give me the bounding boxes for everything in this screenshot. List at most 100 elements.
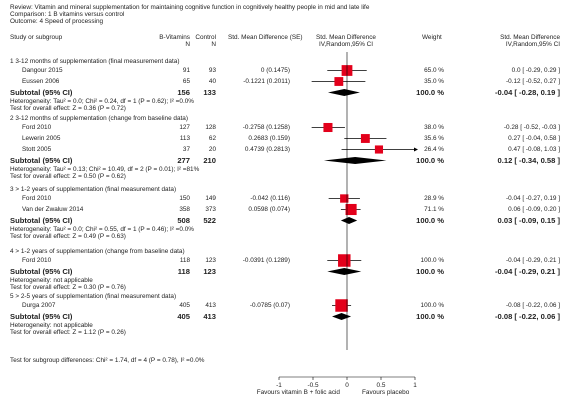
study-ci-text: 0.27 [ -0.04, 0.58 ]: [508, 135, 560, 142]
overall-effect-text: Test for overall effect: Z = 0.30 (P = 0…: [10, 284, 126, 291]
subtotal-n-treatment: 118: [177, 267, 190, 276]
col-plot-head1: Std. Mean Difference: [316, 34, 376, 41]
study-n-treatment: 113: [179, 135, 190, 142]
overall-effect-text: Test for overall effect: Z = 0.50 (P = 0…: [10, 173, 126, 180]
subtotal-label: Subtotal (95% CI): [10, 216, 73, 225]
study-weight: 71.1 %: [424, 206, 444, 213]
study-weight: 28.9 %: [424, 195, 444, 202]
study-square: [340, 194, 349, 203]
comparison-label: Comparison: 1 B vitamins versus control: [10, 11, 125, 18]
study-name: Eussen 2006: [22, 78, 60, 85]
study-smd-se: -0.0785 (0.07): [249, 302, 290, 309]
subtotal-weight: 100.0 %: [416, 267, 444, 276]
subtotal-diamond: [327, 268, 362, 275]
col-bvit-n: N: [185, 41, 190, 48]
study-weight: 38.0 %: [424, 124, 444, 131]
study-n-control: 128: [205, 124, 216, 131]
subtotal-ci-text: 0.03 [ -0.09, 0.15 ]: [497, 216, 560, 225]
study-smd-se: 0.2683 (0.159): [248, 135, 290, 142]
favours-right-label: Favours placebo: [362, 389, 410, 396]
study-weight: 35.6 %: [424, 135, 444, 142]
study-square: [334, 77, 344, 86]
x-tick-label: 0.5: [377, 382, 386, 389]
subgroup-title: 2 3-12 months of supplementation (change…: [10, 115, 188, 122]
study-n-treatment: 91: [182, 67, 190, 74]
col-control: Control: [195, 34, 216, 41]
subtotal-weight: 100.0 %: [416, 88, 444, 97]
study-name: Van der Zwaluw 2014: [22, 206, 84, 213]
study-n-control: 373: [205, 206, 216, 213]
study-ci-text: -0.28 [ -0.52, -0.03 ]: [503, 124, 560, 131]
subtotal-ci-text: -0.04 [ -0.29, 0.21 ]: [494, 267, 560, 276]
study-smd-se: -0.0391 (0.1289): [242, 257, 290, 264]
study-weight: 65.0 %: [424, 67, 444, 74]
study-weight: 100.0 %: [420, 257, 444, 264]
subtotal-weight: 100.0 %: [416, 216, 444, 225]
x-tick-label: -1: [276, 382, 282, 389]
review-header: Review: Vitamin and mineral supplementat…: [10, 4, 369, 25]
study-n-treatment: 127: [179, 124, 190, 131]
subtotal-weight: 100.0 %: [416, 156, 444, 165]
heterogeneity-text: Heterogeneity: Tau² = 0.0; Chi² = 0.24, …: [10, 98, 194, 105]
study-n-control: 413: [205, 302, 216, 309]
study-name: Ford 2010: [22, 195, 52, 202]
study-n-treatment: 118: [179, 257, 190, 264]
subtotal-n-control: 133: [203, 88, 216, 97]
ci-arrow: [414, 147, 418, 152]
heterogeneity-text: Heterogeneity: not applicable: [10, 322, 93, 329]
study-n-control: 20: [208, 146, 216, 153]
subtotal-label: Subtotal (95% CI): [10, 88, 73, 97]
outcome-label: Outcome: 4 Speed of processing: [10, 18, 104, 25]
col-ci-head1: Std. Mean Difference: [500, 34, 560, 41]
study-smd-se: -0.1221 (0.2011): [243, 78, 290, 85]
study-ci-text: 0.06 [ -0.09, 0.20 ]: [508, 206, 560, 213]
study-name: Ford 2010: [22, 257, 52, 264]
study-weight: 35.0 %: [424, 78, 444, 85]
study-name: Ford 2010: [22, 124, 52, 131]
heterogeneity-text: Heterogeneity: not applicable: [10, 277, 93, 284]
col-plot-head2: IV,Random,95% CI: [318, 41, 374, 48]
study-n-control: 62: [208, 135, 216, 142]
x-tick-label: -0.5: [307, 382, 318, 389]
study-smd-se: -0.2758 (0.1258): [242, 124, 290, 131]
subtotal-ci-text: -0.04 [ -0.28, 0.19 ]: [494, 88, 560, 97]
heterogeneity-text: Heterogeneity: Tau² = 0.0; Chi² = 0.55, …: [10, 226, 194, 233]
x-tick-label: 0: [345, 382, 349, 389]
study-weight: 100.0 %: [420, 302, 444, 309]
overall-effect-text: Test for overall effect: Z = 0.49 (P = 0…: [10, 233, 126, 240]
study-ci-text: 0.0 [ -0.29, 0.29 ]: [511, 67, 560, 74]
study-n-treatment: 405: [179, 302, 190, 309]
study-n-treatment: 150: [179, 195, 190, 202]
subtotal-diamond: [340, 217, 358, 224]
subtotal-n-treatment: 156: [177, 88, 190, 97]
study-ci-text: -0.12 [ -0.52, 0.27 ]: [506, 78, 560, 85]
col-study: Study or subgroup: [10, 34, 63, 41]
study-name: Lewerin 2005: [22, 135, 61, 142]
study-square: [338, 254, 351, 267]
study-square: [360, 134, 370, 143]
study-square: [345, 203, 357, 216]
subtotal-diamond: [332, 313, 352, 320]
study-smd-se: -0.042 (0.116): [250, 195, 290, 202]
subtotal-label: Subtotal (95% CI): [10, 267, 73, 276]
subtotal-n-treatment: 508: [177, 216, 190, 225]
subtotal-weight: 100.0 %: [416, 312, 444, 321]
study-smd-se: 0 (0.1475): [260, 67, 290, 74]
study-n-treatment: 65: [182, 78, 190, 85]
study-square: [335, 299, 348, 312]
subtotal-n-control: 522: [203, 216, 216, 225]
subgroup-difference-text: Test for subgroup differences: Chi² = 1.…: [10, 357, 205, 364]
overall-effect-text: Test for overall effect: Z = 0.36 (P = 0…: [10, 105, 126, 112]
subtotal-n-treatment: 277: [177, 156, 190, 165]
review-title: Review: Vitamin and mineral supplementat…: [10, 4, 370, 11]
subgroup-title: 4 > 1-2 years of supplementation (change…: [10, 248, 185, 255]
study-n-treatment: 358: [179, 206, 190, 213]
subtotal-n-treatment: 405: [177, 312, 190, 321]
col-ci-head2: IV,Random,95% CI: [505, 41, 560, 48]
subgroup-title: 3 > 1-2 years of supplementation (final …: [10, 186, 177, 193]
study-ci-text: 0.47 [ -0.08, 1.03 ]: [508, 146, 560, 153]
heterogeneity-text: Heterogeneity: Tau² = 0.13; Chi² = 10.49…: [10, 166, 200, 173]
col-control-n: N: [211, 41, 216, 48]
study-ci-text: -0.04 [ -0.29, 0.21 ]: [506, 257, 560, 264]
